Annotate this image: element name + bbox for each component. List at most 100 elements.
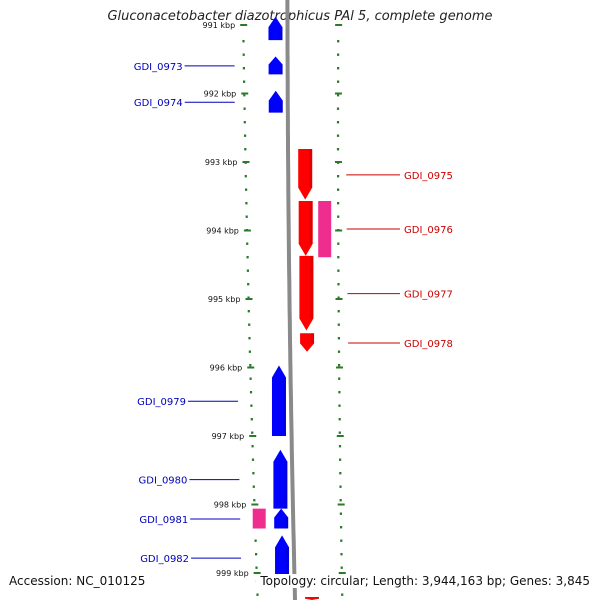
gene-label: GDI_0980 xyxy=(139,476,188,487)
guide-dot xyxy=(337,67,340,70)
cds-feature xyxy=(268,16,283,41)
guide-dot xyxy=(244,148,247,151)
cds-feature-gdi_0979 xyxy=(271,365,286,436)
guide-dot xyxy=(242,53,245,56)
gene-label: GDI_0979 xyxy=(137,397,186,408)
guide-dot xyxy=(337,202,340,205)
ruler-label: 995 kbp xyxy=(208,295,241,304)
guide-dot xyxy=(337,94,340,97)
guide-dot xyxy=(337,269,340,272)
guide-dot xyxy=(337,256,340,259)
gene-label: GDI_0973 xyxy=(134,62,183,73)
guide-dot xyxy=(243,80,246,83)
guide-dot xyxy=(337,323,340,326)
guide-dot xyxy=(336,134,340,137)
guide-dot xyxy=(247,283,250,286)
guide-dot xyxy=(339,485,342,488)
guide-dot xyxy=(337,283,340,286)
guide-dot xyxy=(254,539,257,542)
guide-dot xyxy=(338,404,341,407)
feature-shade xyxy=(309,201,313,244)
guide-dot xyxy=(243,94,246,97)
guide-dot xyxy=(337,337,340,340)
ruler-label: 997 kbp xyxy=(212,432,245,441)
guide-dot xyxy=(337,310,340,313)
accession-text: Accession: NC_010125 xyxy=(9,574,146,588)
guide-dot xyxy=(249,364,252,367)
ruler-label: 993 kbp xyxy=(205,158,238,167)
guide-dot xyxy=(252,472,255,475)
gene-label: GDI_0978 xyxy=(404,339,453,350)
guide-dot xyxy=(248,323,251,326)
guide-dot xyxy=(242,67,245,70)
feature-shade xyxy=(279,27,283,41)
guide-dot xyxy=(339,499,342,502)
guide-dot xyxy=(337,80,340,83)
guide-dot xyxy=(255,553,258,556)
guide-dot xyxy=(339,458,342,461)
genome-summary-text: Topology: circular; Length: 3,944,163 bp… xyxy=(256,574,590,588)
guide-dot xyxy=(245,202,248,205)
feature-shade xyxy=(279,64,283,75)
ruler-label: 991 kbp xyxy=(203,21,236,30)
ruler-label: 992 kbp xyxy=(204,90,237,99)
map-title: Gluconacetobacter diazotrophicus PAl 5, … xyxy=(107,9,493,24)
cds-feature-gdi_0975 xyxy=(298,148,313,200)
rna-feature xyxy=(252,508,266,529)
guide-dot xyxy=(248,350,251,353)
feature-shade xyxy=(279,100,283,113)
guide-dot xyxy=(248,337,251,340)
feature-shade xyxy=(315,596,319,599)
guide-dot xyxy=(243,121,246,124)
guide-dot xyxy=(245,188,248,191)
gene-label: GDI_0975 xyxy=(404,171,453,182)
guide-dot xyxy=(250,404,253,407)
gene-label: GDI_0981 xyxy=(139,515,188,526)
guide-dot xyxy=(249,377,252,380)
guide-dot xyxy=(336,107,340,110)
feature-shade xyxy=(286,547,290,580)
guide-dot xyxy=(246,269,249,272)
ruler-label: 998 kbp xyxy=(214,501,247,510)
feature-shade xyxy=(285,517,289,529)
guide-dot xyxy=(338,418,341,421)
ruler-label: 999 kbp xyxy=(216,569,249,578)
guide-dot xyxy=(337,188,340,191)
guide-dot xyxy=(337,350,341,353)
guide-dot xyxy=(337,242,340,245)
guide-dot xyxy=(252,485,255,488)
guide-dot xyxy=(338,377,341,380)
gene-label: GDI_0977 xyxy=(404,290,453,301)
gene-label: GDI_0982 xyxy=(140,554,189,565)
guide-dot xyxy=(251,458,255,461)
guide-dot xyxy=(337,53,340,56)
cds-feature xyxy=(304,596,319,600)
cds-feature-gdi_0973 xyxy=(268,56,283,75)
cds-feature-gdi_0982 xyxy=(275,535,290,580)
guide-dot xyxy=(337,296,340,299)
ruler-label: 996 kbp xyxy=(210,364,243,373)
guide-dot xyxy=(338,364,341,367)
guide-dot xyxy=(338,445,342,448)
cds-feature-gdi_0977 xyxy=(299,255,314,331)
guide-dot xyxy=(340,566,343,569)
gene-label: GDI_0976 xyxy=(404,225,453,236)
guide-dot xyxy=(242,40,245,43)
guide-dot xyxy=(336,121,340,124)
cds-feature-gdi_0978 xyxy=(300,333,315,352)
guide-dot xyxy=(339,512,342,515)
guide-dot xyxy=(340,526,343,529)
guide-dot xyxy=(336,148,340,151)
gene-label: GDI_0974 xyxy=(134,98,183,109)
feature-shade xyxy=(310,255,314,319)
cds-feature-gdi_0980 xyxy=(273,449,288,509)
guide-dot xyxy=(243,107,246,110)
guide-dot xyxy=(247,296,250,299)
rna-feature xyxy=(318,201,332,258)
guide-dot xyxy=(247,310,250,313)
guide-dot xyxy=(246,256,249,259)
guide-dot xyxy=(340,553,343,556)
feature-shade xyxy=(282,377,286,436)
guide-dot xyxy=(244,134,247,137)
